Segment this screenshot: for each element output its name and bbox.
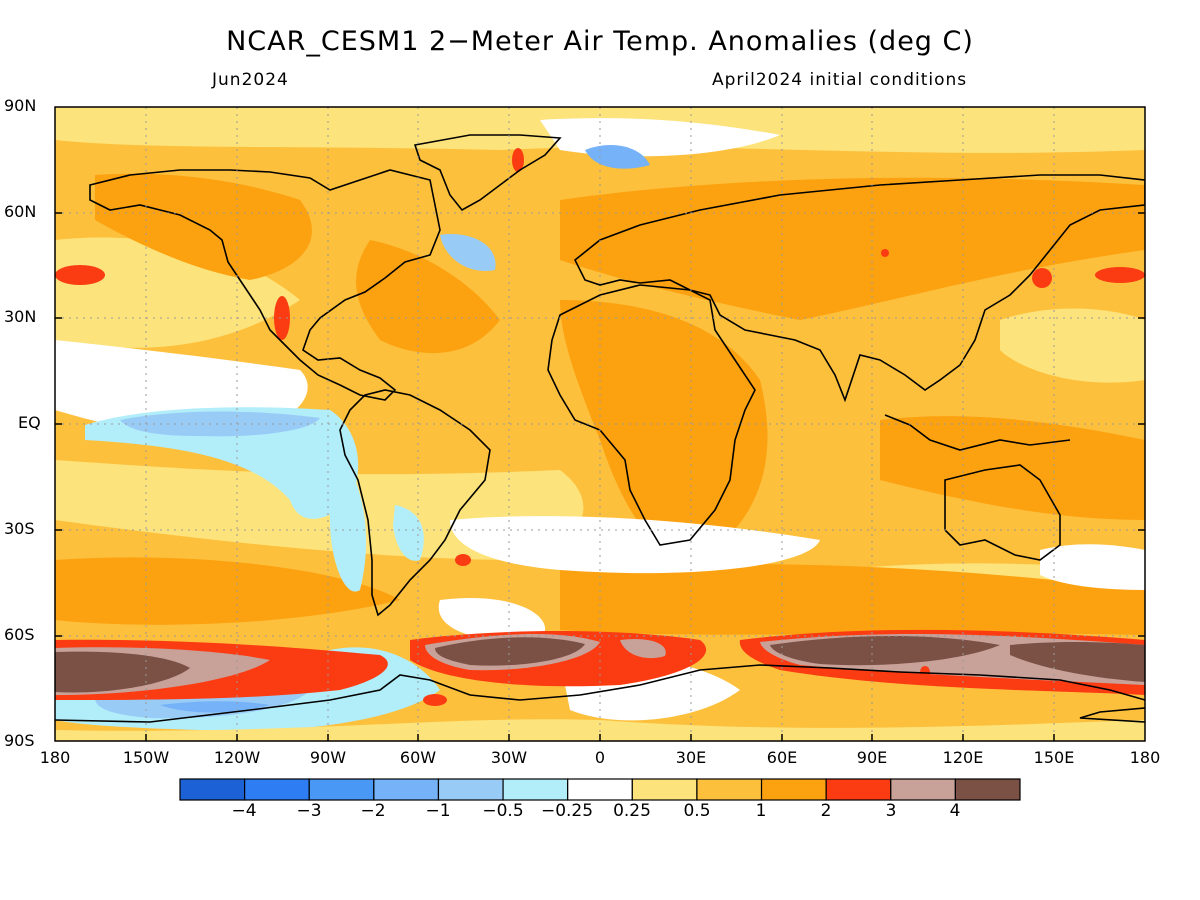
colorbar-swatch [244,778,310,801]
lon-label: 150E [1033,748,1075,767]
colorbar-swatch [631,778,698,801]
lon-label: 90W [309,748,347,767]
lon-label: 120E [942,748,984,767]
colorbar-label: −4 [231,801,257,821]
colorbar-swatch [760,778,827,801]
colorbar-swatch [825,778,892,801]
colorbar-label: −0.5 [482,801,524,821]
colorbar-label: 4 [949,801,961,821]
lon-label: 150W [122,748,170,767]
colorbar [179,778,1021,801]
colorbar-swatch [954,778,1021,801]
lat-label-60n: 60N [4,202,37,221]
forecast-month: Jun2024 [212,70,289,90]
colorbar-swatch [890,778,956,801]
colorbar-label: −2 [360,801,386,821]
lon-label: 180 [1129,748,1161,767]
lon-label: 60W [399,748,437,767]
colorbar-label: 2 [820,801,832,821]
colorbar-label: 0.5 [683,801,711,821]
colorbar-swatch [437,778,504,801]
colorbar-label: −0.25 [540,801,594,821]
lat-label-90n: 90N [4,96,37,115]
colorbar-swatch [308,778,375,801]
colorbar-swatch [179,778,246,801]
colorbar-label: −1 [425,801,451,821]
lon-label: 30W [490,748,528,767]
colorbar-label: 1 [755,801,767,821]
colorbar-swatch [373,778,440,801]
colorbar-label: 0.25 [613,801,651,821]
lon-label: 90E [856,748,888,767]
lon-label: 120W [213,748,261,767]
coastlines [55,134,1145,723]
colorbar-label: −3 [296,801,322,821]
lat-label-eq: EQ [18,413,41,432]
lat-label-30n: 30N [4,307,37,326]
map-frame [54,106,1146,742]
lat-label-30s: 30S [4,519,35,538]
lon-label: 60E [766,748,798,767]
lon-label: 0 [594,748,606,767]
colorbar-label: 3 [885,801,897,821]
initial-conditions: April2024 initial conditions [712,70,968,90]
colorbar-swatch [567,778,633,801]
lon-label: 30E [675,748,707,767]
graticule [55,107,1145,741]
colorbar-swatch [502,778,569,801]
lat-label-60s: 60S [4,625,35,644]
lon-label: 180 [39,748,71,767]
colorbar-swatch [696,778,763,801]
map-title: NCAR_CESM1 2−Meter Air Temp. Anomalies (… [226,26,974,57]
lat-label-90s: 90S [4,731,35,750]
